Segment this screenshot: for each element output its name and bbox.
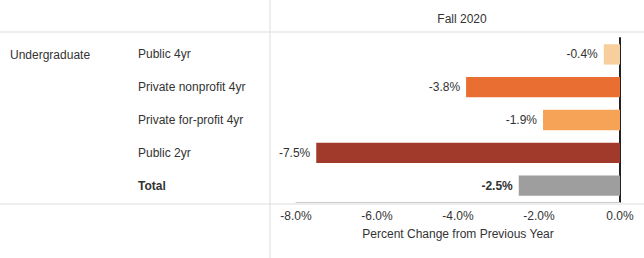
svg-text:-0.4%: -0.4% xyxy=(566,47,598,61)
svg-text:Fall 2020: Fall 2020 xyxy=(437,12,487,26)
svg-text:-4.0%: -4.0% xyxy=(442,209,474,223)
svg-text:-6.0%: -6.0% xyxy=(361,209,393,223)
svg-text:-7.5%: -7.5% xyxy=(279,146,311,160)
svg-text:Undergraduate: Undergraduate xyxy=(10,48,90,62)
svg-text:Private for-profit 4yr: Private for-profit 4yr xyxy=(138,113,243,127)
svg-text:Public 4yr: Public 4yr xyxy=(138,47,191,61)
svg-text:-3.8%: -3.8% xyxy=(429,80,461,94)
svg-text:Private nonprofit 4yr: Private nonprofit 4yr xyxy=(138,80,245,94)
svg-text:-8.0%: -8.0% xyxy=(280,209,312,223)
svg-text:-2.5%: -2.5% xyxy=(481,179,513,193)
svg-text:Total: Total xyxy=(138,179,166,193)
svg-text:Percent Change from Previous Y: Percent Change from Previous Year xyxy=(362,227,553,241)
svg-text:Public 2yr: Public 2yr xyxy=(138,146,191,160)
svg-text:0.0%: 0.0% xyxy=(606,209,634,223)
svg-text:-1.9%: -1.9% xyxy=(506,113,538,127)
svg-text:-2.0%: -2.0% xyxy=(523,209,555,223)
